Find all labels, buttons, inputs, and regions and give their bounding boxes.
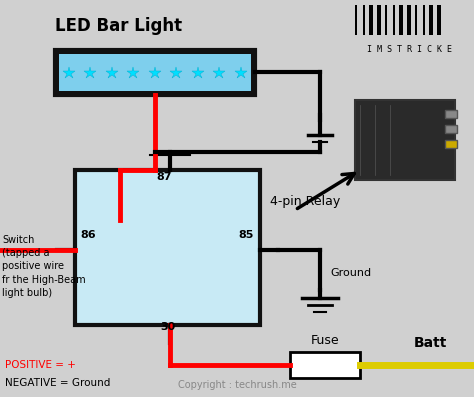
Bar <box>407 5 411 35</box>
Bar <box>369 5 373 35</box>
Text: Batt: Batt <box>413 336 447 350</box>
Bar <box>429 5 433 35</box>
Bar <box>75 170 260 325</box>
Text: I M S T R I C K E: I M S T R I C K E <box>367 45 453 54</box>
Text: 86: 86 <box>80 230 96 240</box>
Bar <box>385 5 387 35</box>
Bar <box>423 5 425 35</box>
Bar <box>55 50 255 95</box>
Bar <box>437 5 441 35</box>
Bar <box>445 125 457 133</box>
Bar <box>415 5 417 35</box>
Bar <box>355 100 455 180</box>
Bar <box>363 5 365 35</box>
Bar <box>399 5 403 35</box>
Bar <box>290 352 360 378</box>
Text: NEGATIVE = Ground: NEGATIVE = Ground <box>5 378 110 388</box>
Text: Copyright : techrush.me: Copyright : techrush.me <box>178 380 296 390</box>
Text: Ground: Ground <box>330 268 371 278</box>
Bar <box>445 140 457 148</box>
Text: 85: 85 <box>238 230 254 240</box>
Bar <box>445 110 457 118</box>
Text: Fuse: Fuse <box>310 334 339 347</box>
Text: POSITIVE = +: POSITIVE = + <box>5 360 76 370</box>
Text: 4-pin Relay: 4-pin Relay <box>270 195 340 208</box>
Bar <box>393 5 395 35</box>
Text: 30: 30 <box>160 322 175 332</box>
Text: Switch
(tapped a
positive wire
fr the High-Beam
light bulb): Switch (tapped a positive wire fr the Hi… <box>2 235 86 298</box>
Bar <box>377 5 381 35</box>
Bar <box>355 5 357 35</box>
Text: LED Bar Light: LED Bar Light <box>55 17 182 35</box>
Text: 87: 87 <box>156 172 172 182</box>
Bar <box>59 54 251 91</box>
